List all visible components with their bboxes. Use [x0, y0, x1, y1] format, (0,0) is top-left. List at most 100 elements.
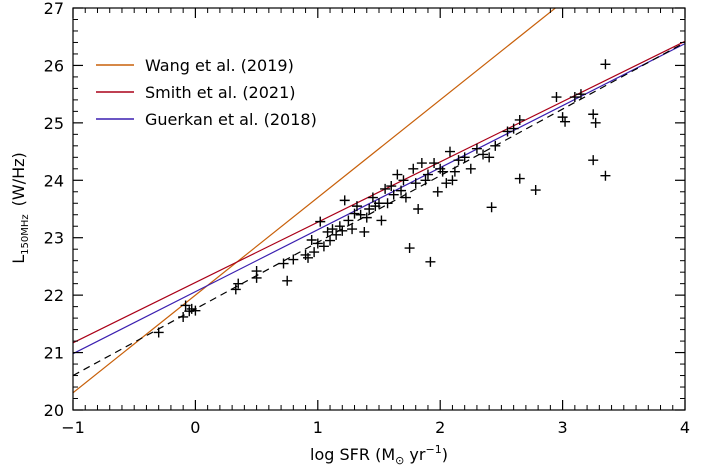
data-point [416, 158, 427, 169]
data-point [153, 327, 164, 338]
data-point [432, 186, 443, 197]
data-point [600, 59, 611, 70]
data-point [364, 204, 375, 214]
data-point [355, 209, 366, 220]
x-tick-label: 3 [558, 418, 568, 437]
data-point [425, 256, 436, 267]
data-point [190, 305, 201, 316]
data-point [351, 201, 362, 212]
data-point [560, 116, 571, 127]
data-point [339, 195, 350, 206]
data-point [447, 175, 458, 186]
data-point [303, 252, 314, 263]
data-point [349, 208, 360, 219]
data-point [600, 170, 611, 181]
y-axis-label: L150MHz(W/Hz) [9, 152, 31, 264]
data-point [318, 241, 329, 252]
data-point [334, 221, 345, 232]
y-tick-label: 20 [44, 401, 64, 420]
legend: Wang et al. (2019) Smith et al. (2021) Gue… [96, 56, 317, 129]
y-tick-label: 26 [44, 56, 64, 75]
fit-line-1 [73, 8, 557, 394]
data-point [429, 158, 440, 169]
data-point [347, 224, 358, 235]
x-axis-label: log SFR (M⊙ yr−1) [310, 443, 448, 467]
data-point [420, 175, 431, 186]
data-point [490, 140, 501, 151]
data-point [465, 163, 476, 174]
data-point [471, 143, 482, 154]
dashed-fit-line [73, 41, 685, 377]
data-point [502, 126, 513, 137]
legend-label: Smith et al. (2021) [145, 83, 296, 102]
data-point [337, 225, 348, 236]
data-point [382, 198, 393, 209]
data-point [392, 169, 403, 180]
x-tick-label: −1 [61, 418, 85, 437]
data-point [453, 155, 464, 166]
data-point [551, 92, 562, 103]
data-point [359, 226, 370, 237]
data-point [380, 183, 391, 194]
data-point [361, 212, 372, 223]
data-point [514, 114, 525, 125]
data-point [312, 238, 323, 249]
y-axis-label-unit: (W/Hz) [9, 152, 28, 206]
data-point [343, 215, 354, 226]
x-axis-ticks: −1 0 1 2 3 4 [61, 8, 690, 437]
data-point [282, 275, 293, 286]
x-tick-label: 1 [313, 418, 323, 437]
data-point [486, 202, 497, 213]
data-point [388, 189, 399, 200]
data-point [444, 146, 455, 157]
y-tick-label: 21 [44, 344, 64, 363]
y-tick-label: 24 [44, 171, 64, 190]
data-point [408, 163, 419, 174]
data-point [306, 235, 317, 246]
data-points [153, 59, 611, 338]
x-tick-label: 2 [435, 418, 445, 437]
data-point [449, 166, 460, 177]
data-point [410, 178, 421, 189]
data-point [315, 216, 326, 227]
legend-label: Guerkan et al. (2018) [145, 110, 317, 129]
data-point [514, 173, 525, 184]
data-point [404, 243, 415, 254]
y-tick-label: 27 [44, 0, 64, 18]
x-axis-label-sun: ⊙ [395, 454, 404, 467]
data-point [422, 169, 433, 180]
x-tick-label: 0 [190, 418, 200, 437]
data-point [557, 112, 568, 123]
data-point [437, 166, 448, 177]
y-tick-label: 25 [44, 114, 64, 133]
data-point [575, 89, 586, 100]
data-point [288, 254, 299, 265]
fit-line-2 [73, 40, 685, 344]
x-axis-label-exp: −1 [425, 443, 441, 456]
data-point [367, 192, 378, 203]
data-point [325, 235, 336, 246]
data-point [327, 224, 338, 235]
data-point [230, 284, 241, 295]
data-point [530, 185, 541, 196]
data-point [178, 311, 189, 322]
data-point [484, 152, 495, 163]
data-point [376, 215, 387, 226]
y-axis-label-sub: 150MHz [20, 214, 31, 254]
data-point [278, 258, 289, 269]
data-point [588, 155, 599, 166]
data-point [233, 278, 244, 289]
data-point [331, 229, 342, 240]
data-point [251, 266, 262, 277]
data-point [180, 300, 191, 311]
data-point [459, 152, 470, 163]
data-point [508, 123, 519, 134]
legend-label: Wang et al. (2019) [145, 56, 294, 75]
data-point [396, 185, 407, 196]
y-tick-label: 23 [44, 229, 64, 248]
data-point [569, 92, 580, 103]
data-point [588, 109, 599, 120]
data-point [413, 204, 424, 214]
data-point [441, 178, 452, 189]
